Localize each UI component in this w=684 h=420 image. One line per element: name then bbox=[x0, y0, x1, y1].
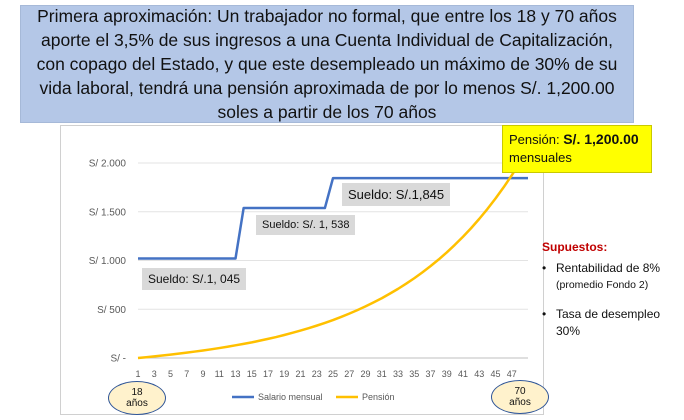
gridlines bbox=[138, 162, 528, 359]
legend: Salario mensual Pensión bbox=[232, 392, 395, 402]
salary-callout-1-text: Sueldo: S/.1, 045 bbox=[148, 272, 241, 286]
x-tick-label: 45 bbox=[490, 369, 500, 379]
pension-suffix: mensuales bbox=[509, 150, 572, 165]
age-end-oval: 70 años bbox=[491, 380, 549, 414]
series-lines bbox=[137, 148, 530, 360]
age-start-oval: 18 años bbox=[108, 381, 166, 415]
assumption-sub: (promedio Fondo 2) bbox=[556, 279, 649, 291]
salary-callout-3: Sueldo: S/.1,845 bbox=[342, 183, 451, 206]
x-tick-label: 15 bbox=[247, 369, 257, 379]
x-tick-label: 39 bbox=[442, 369, 452, 379]
x-tick-label: 3 bbox=[152, 369, 157, 379]
age-end-number: 70 bbox=[514, 386, 526, 397]
salary-callout-2: Sueldo: S/. 1, 538 bbox=[256, 215, 356, 235]
assumption-main: Rentabilidad de 8% bbox=[556, 261, 661, 275]
bullet-icon: • bbox=[542, 261, 547, 275]
x-tick-label: 23 bbox=[312, 369, 322, 379]
x-tick-label: 7 bbox=[184, 369, 189, 379]
assumption-item: • Rentabilidad de 8% (promedio Fondo 2) bbox=[542, 260, 682, 294]
salary-callout-2-text: Sueldo: S/. 1, 538 bbox=[262, 219, 350, 231]
title-banner: Primera aproximación: Un trabajador no f… bbox=[20, 5, 634, 123]
assumptions-panel: Supuestos: • Rentabilidad de 8% (promedi… bbox=[542, 240, 682, 352]
y-tick-label: S/ 1.500 bbox=[89, 207, 127, 218]
y-axis-ticks: S/ - S/ 500 S/ 1.000 S/ 1.500 S/ 2.000 bbox=[89, 159, 127, 365]
x-tick-label: 29 bbox=[360, 369, 370, 379]
age-start-number: 18 bbox=[131, 387, 143, 398]
y-tick-label: S/ - bbox=[110, 354, 126, 365]
salary-callout-1: Sueldo: S/.1, 045 bbox=[142, 268, 247, 290]
x-tick-label: 37 bbox=[425, 369, 435, 379]
x-tick-label: 11 bbox=[215, 369, 224, 379]
x-tick-label: 25 bbox=[328, 369, 338, 379]
chart-frame bbox=[60, 125, 544, 415]
legend-pension-label: Pensión bbox=[362, 392, 395, 402]
x-axis-ticks: 1 3 5 7 9 11 13 15 17 19 21 23 25 27 29 31 33 35 37 39 41 43 4… bbox=[135, 369, 516, 379]
y-tick-label: S/ 500 bbox=[97, 305, 126, 316]
age-end-unit: años bbox=[509, 397, 531, 408]
pension-series-line bbox=[137, 148, 530, 360]
assumptions-heading: Supuestos: bbox=[542, 240, 608, 254]
title-text: Primera aproximación: Un trabajador no f… bbox=[36, 6, 618, 122]
bullet-icon: • bbox=[542, 307, 547, 321]
x-tick-label: 47 bbox=[507, 369, 517, 379]
x-tick-label: 19 bbox=[279, 369, 289, 379]
x-tick-label: 1 bbox=[135, 369, 140, 379]
x-tick-label: 41 bbox=[458, 369, 468, 379]
x-tick-label: 33 bbox=[393, 369, 403, 379]
x-tick-label: 17 bbox=[263, 369, 273, 379]
x-tick-label: 27 bbox=[344, 369, 354, 379]
age-start-unit: años bbox=[126, 398, 148, 409]
x-tick-label: 35 bbox=[409, 369, 419, 379]
assumption-item: • Tasa de desempleo 30% bbox=[542, 306, 682, 340]
y-tick-label: S/ 2.000 bbox=[89, 159, 127, 170]
x-tick-label: 43 bbox=[474, 369, 484, 379]
salary-series-line bbox=[138, 176, 528, 260]
y-tick-label: S/ 1.000 bbox=[89, 256, 127, 267]
x-tick-label: 31 bbox=[377, 369, 387, 379]
x-tick-label: 5 bbox=[168, 369, 173, 379]
x-tick-label: 21 bbox=[295, 369, 305, 379]
pension-highlight-box: Pensión: S/. 1,200.00 mensuales bbox=[502, 125, 652, 173]
assumption-main: Tasa de desempleo 30% bbox=[556, 307, 661, 338]
legend-salary-label: Salario mensual bbox=[258, 392, 323, 402]
salary-callout-3-text: Sueldo: S/.1,845 bbox=[348, 187, 445, 202]
pension-amount: S/. 1,200.00 bbox=[563, 131, 639, 147]
x-tick-label: 13 bbox=[230, 369, 240, 379]
x-tick-label: 9 bbox=[200, 369, 205, 379]
pension-label: Pensión: bbox=[509, 132, 560, 147]
